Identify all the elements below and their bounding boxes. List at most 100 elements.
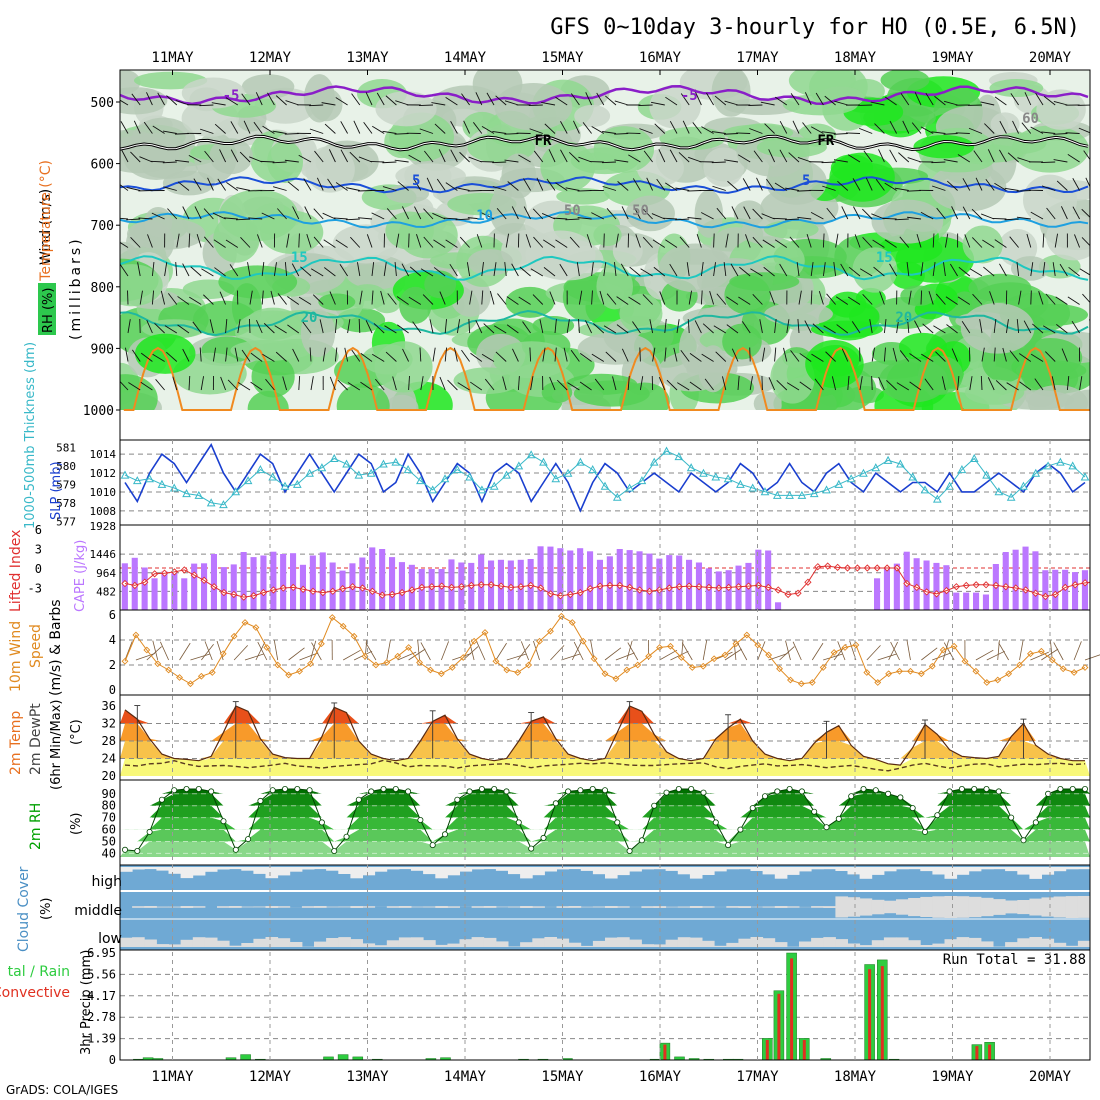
upper-wind-barb [833,133,848,135]
upper-wind-barb [1006,382,1019,391]
upper-wind-barb [688,290,693,305]
rh-contour-shade [120,264,163,307]
upper-wind-barb [696,234,702,248]
upper-wind-barb [1024,92,1032,106]
panel-10m-wind: 0 2 4 6 10m Wind Speed (m/s) & Barbs [8,599,1100,697]
rh-marker [565,788,572,795]
upper-wind-barb [316,177,324,191]
upper-wind-barb [349,151,361,163]
upper-wind-barb [591,290,593,305]
upper-wind-barb [199,104,214,107]
upper-wind-barb [738,296,751,305]
upper-wind-barb [737,154,751,163]
upper-wind-barb [130,237,141,248]
cloud-low-gap [920,945,933,947]
upper-wind-barb [627,376,630,391]
upper-wind-barb [120,380,129,391]
rh-band [120,841,1090,857]
rh-contour-shade [347,284,388,310]
upper-wind-barb [511,263,519,277]
upper-wind-barb [921,353,934,362]
rh-marker [134,848,141,855]
cloud-low-gap [132,937,145,947]
upper-wind-barb [143,121,153,134]
surface-wind-barb [627,642,639,661]
upper-wind-barb [556,379,568,391]
isotherm-10 [120,211,1089,229]
upper-wind-barb [125,347,129,362]
rh-marker [971,786,978,793]
cloud-mid-gap [896,899,909,915]
upper-wind-barb [1030,262,1034,277]
upper-wind-barb [190,266,202,277]
upper-wind-barb [126,218,141,221]
upper-wind-barb [987,149,995,163]
cloud-high-gap [277,867,291,876]
upper-wind-barb [946,180,958,191]
surface-wind-barb [736,642,748,661]
upper-wind-barb [907,319,910,334]
upper-wind-barb [779,149,788,163]
upper-wind-barb [669,149,678,163]
rh-marker [663,789,670,796]
rh-contour-shade [467,249,514,276]
label-2m-temp: 2m Temp [8,711,24,775]
upper-wind-barb [408,154,422,163]
upper-wind-barb [167,293,178,305]
cloud-high-gap [605,867,618,879]
upper-wind-barb [146,320,153,334]
upper-wind-barb [749,376,753,391]
pressure-tick-label: 500 [91,96,114,111]
rh-marker [294,786,301,793]
upper-wind-barb [666,379,678,391]
surface-wind-barb [561,653,581,661]
surface-wind-barb [659,649,678,661]
surface-wind-barb [1019,640,1024,661]
upper-wind-barb [162,161,177,164]
upper-wind-barb [310,376,314,391]
upper-wind-barb [853,206,861,220]
cloud-mid-gap [944,896,958,918]
upper-wind-barb [426,177,434,191]
rh-contour-shade [494,82,573,131]
cloud-low-gap [423,940,436,947]
upper-wind-barb [261,290,264,305]
upper-wind-barb [750,268,763,277]
cloud-mid-gap [641,906,654,908]
cloud-mid-gap [508,906,521,908]
surface-wind-barb [1053,642,1064,661]
upper-wind-barb [120,121,129,134]
upper-wind-barb [533,150,544,163]
upper-wind-barb [1035,92,1044,106]
rh-marker [602,787,609,794]
rh-marker [983,786,990,793]
date-label-top: 17MAY [736,50,779,66]
label-cloud-unit: (%) [39,898,54,921]
upper-wind-barb [346,187,360,191]
cloud-low-gap [156,944,169,947]
rh-marker [835,815,842,822]
upper-wind-barb [455,218,470,221]
upper-wind-barb [1041,131,1056,134]
upper-wind-barb [285,100,299,106]
surface-wind-barb [152,640,159,661]
upper-wind-barb [823,325,836,334]
upper-wind-barb [570,93,580,106]
label-cloud-high: high [91,874,122,890]
li-tick-label: 6 [35,523,42,537]
upper-wind-barb [628,296,641,305]
upper-wind-barb [1081,237,1090,247]
surface-wind-barb [417,640,420,661]
upper-wind-barb [763,266,775,277]
upper-wind-barb [786,319,790,334]
cloud-mid-gap [338,906,351,908]
upper-wind-barb [687,319,690,334]
date-label-bottom: 14MAY [444,1069,487,1085]
cloud-high-gap [883,867,897,872]
upper-wind-barb [344,347,349,362]
upper-wind-barb [298,233,300,248]
upper-wind-barb [576,262,580,277]
upper-wind-barb [260,160,275,163]
cloud-mid-gap [144,906,157,908]
upper-wind-barb [481,125,495,134]
